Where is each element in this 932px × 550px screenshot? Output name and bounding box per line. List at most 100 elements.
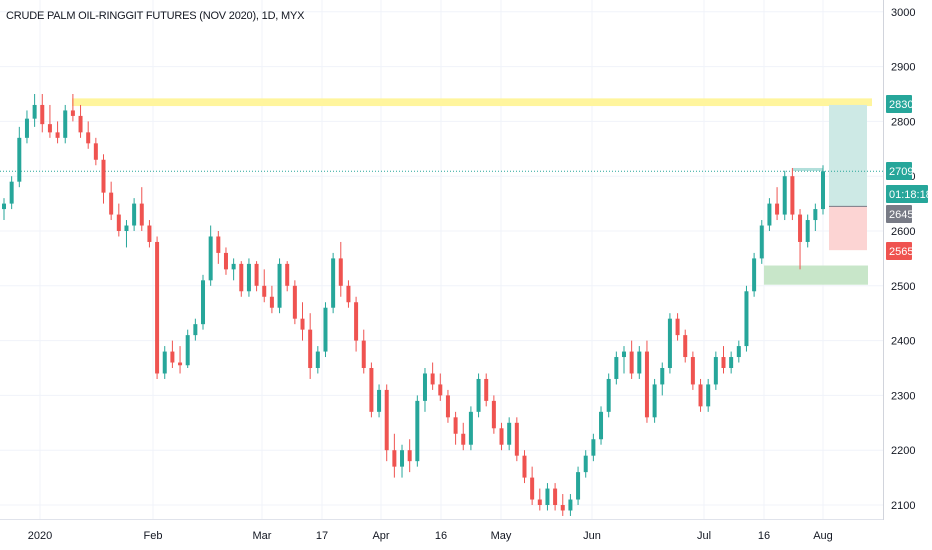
candle-body (614, 357, 618, 379)
mini-zone (793, 168, 823, 171)
price-axis-border (883, 0, 884, 520)
candle-body (500, 428, 504, 444)
price-label-text: 2830 (889, 99, 913, 111)
time-tick-label: 16 (435, 530, 447, 542)
price-tick-label: 2100 (891, 500, 915, 512)
candle-body (94, 143, 98, 159)
candle-body (522, 456, 526, 478)
candle-body (714, 357, 718, 384)
candle-body (423, 373, 427, 400)
candle-body (323, 308, 327, 352)
candle-body (362, 341, 366, 368)
candle-body (209, 236, 213, 280)
candle-body (224, 253, 228, 269)
candle-body (538, 500, 542, 505)
candle-body (354, 302, 358, 340)
candle-body (408, 450, 412, 461)
candle-body (676, 319, 680, 335)
time-tick-label: Apr (372, 530, 389, 542)
candle-body (255, 264, 259, 286)
candle-body (316, 352, 320, 368)
candle-body (308, 330, 312, 368)
time-axis[interactable]: 2020 Feb Mar 17 Apr 16 May Jun Jul 16 Aug (28, 530, 833, 542)
candle-body (744, 291, 748, 346)
profit-zone (829, 105, 867, 206)
resistance-zone (72, 98, 872, 106)
time-tick-label: Jun (583, 530, 601, 542)
candle-body (446, 395, 450, 417)
candle-body (630, 352, 634, 374)
candle-body (790, 176, 794, 214)
candle-body (576, 472, 580, 499)
candle-body (492, 401, 496, 428)
candle-body (721, 357, 725, 368)
candle-body (270, 297, 274, 308)
candle-body (752, 258, 756, 291)
candle-body (683, 335, 687, 357)
candle-body (469, 412, 473, 445)
time-axis-border (0, 519, 883, 520)
candle-body (2, 204, 6, 209)
time-tick-label: 16 (758, 530, 770, 542)
candle-body (561, 505, 565, 510)
candle-body (25, 119, 29, 138)
loss-zone (829, 206, 867, 250)
candle-body (193, 324, 197, 335)
candle-body (117, 215, 121, 231)
candle-body (33, 105, 37, 119)
candle-body (798, 215, 802, 242)
candle-body (293, 286, 297, 319)
candle-body (331, 258, 335, 307)
price-tick-label: 2900 (891, 62, 915, 74)
candle-body (71, 110, 75, 115)
time-tick-label: Mar (253, 530, 272, 542)
candle-body (691, 357, 695, 384)
candle-body (232, 264, 236, 269)
candle-body (385, 390, 389, 450)
time-tick-label: 17 (316, 530, 328, 542)
candle-body (163, 352, 167, 374)
candle-body (699, 384, 703, 406)
candle-body (216, 236, 220, 252)
candle-body (806, 220, 810, 242)
candle-body (79, 116, 83, 132)
candle-body (392, 450, 396, 466)
price-tick-label: 2300 (891, 390, 915, 402)
candle-body (377, 390, 381, 412)
time-tick-label: 2020 (28, 530, 52, 542)
candle-body (170, 352, 174, 363)
candle-body (201, 280, 205, 324)
candle-body (346, 286, 350, 302)
price-label-text: 2645 (889, 209, 913, 221)
candle-body (369, 368, 373, 412)
candle-body (653, 384, 657, 417)
candle-body (507, 423, 511, 445)
candle-body (132, 204, 136, 226)
candle-body (109, 193, 113, 215)
price-label-text: 01:18:18 (889, 189, 932, 201)
candle-body (729, 357, 733, 368)
price-tick-label: 2600 (891, 226, 915, 238)
time-tick-label: Aug (813, 530, 833, 542)
candle-body (285, 264, 289, 286)
candle-body (86, 132, 90, 143)
candle-body (568, 500, 572, 511)
time-tick-label: May (491, 530, 512, 542)
candle-body (461, 434, 465, 445)
candle-body (239, 264, 243, 291)
support-zone (764, 266, 868, 285)
candle-body (668, 319, 672, 368)
price-tick-label: 2500 (891, 281, 915, 293)
candle-body (56, 132, 60, 137)
candle-body (178, 363, 182, 366)
candle-body (278, 264, 282, 308)
grid-lines (0, 0, 883, 520)
candle-body (147, 226, 151, 242)
candle-body (706, 384, 710, 406)
candle-body (140, 204, 144, 226)
candle-body (584, 456, 588, 472)
candle-body (400, 450, 404, 466)
candle-body (607, 379, 611, 412)
candle-body (660, 368, 664, 384)
